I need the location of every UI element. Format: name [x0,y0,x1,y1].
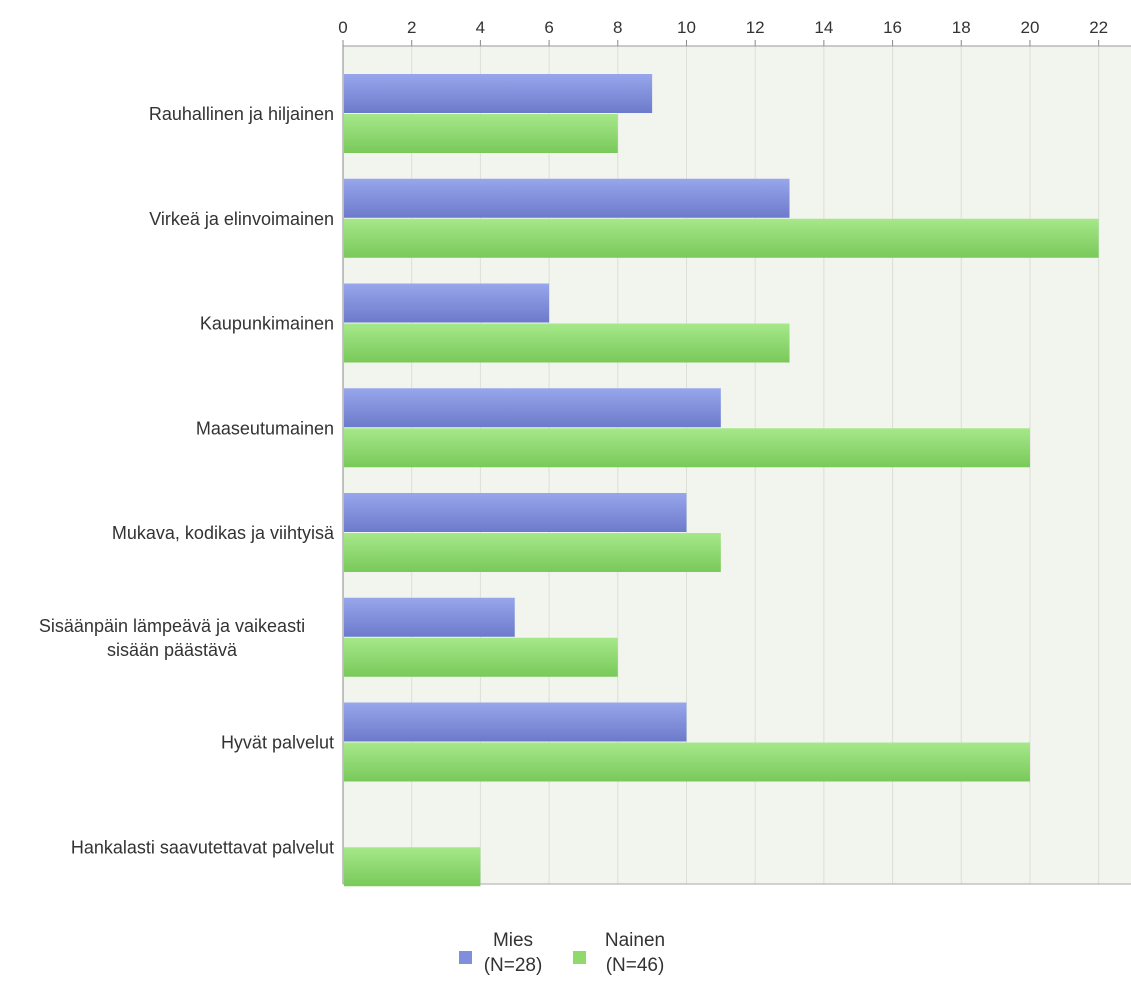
bar-mies [344,702,687,742]
legend-swatch-mies [459,951,472,964]
category-label: Kaupunkimainen [200,314,334,334]
bar-mies [344,178,790,218]
bar-mies [344,74,653,113]
category-label: Virkeä ja elinvoimainen [149,209,334,229]
bar-nainen [344,847,481,887]
bar-mies [344,597,515,637]
category-label: Rauhallinen ja hiljainen [149,104,334,124]
category-label: sisään päästävä [107,640,238,660]
legend: Mies (N=28) Nainen (N=46) [0,928,1131,978]
category-label: Mukava, kodikas ja viihtyisä [112,523,335,543]
category-label: Hyvät palvelut [221,733,334,753]
bar-nainen [344,428,1030,468]
bar-nainen [344,533,721,572]
bar-nainen [344,323,790,363]
x-tick-label: 14 [814,18,833,37]
x-tick-label: 4 [476,18,485,37]
x-tick-label: 2 [407,18,416,37]
category-label: Sisäänpäin lämpeävä ja vaikeasti [39,616,305,636]
legend-item-nainen: Nainen (N=46) [590,928,680,978]
x-tick-label: 0 [338,18,347,37]
legend-item-mies: Mies (N=28) [478,928,548,978]
bar-nainen [344,218,1099,258]
x-tick-label: 20 [1020,18,1039,37]
x-tick-label: 22 [1089,18,1108,37]
x-tick-label: 18 [952,18,971,37]
bar-nainen [344,637,618,677]
x-tick-label: 12 [746,18,765,37]
legend-label-nainen: Nainen [604,930,666,951]
x-tick-label: 10 [677,18,696,37]
bar-nainen [344,742,1030,782]
bar-nainen [344,114,618,153]
category-label: Maaseutumainen [196,418,334,438]
legend-swatch-nainen [573,951,586,964]
category-label: Hankalasti saavutettavat palvelut [71,837,334,857]
x-tick-label: 6 [544,18,553,37]
chart-svg: 0 2 4 6 8 10 12 14 16 18 20 22 Rauhallinen ja hiljai… [39,18,1131,887]
legend-label-mies: Mies [492,930,534,951]
bar-mies [344,493,687,532]
legend-count-nainen: (N=46) [605,955,665,976]
legend-count-mies: (N=28) [483,955,543,976]
bar-mies [344,283,550,323]
x-tick-label: 8 [613,18,622,37]
x-tick-label: 16 [883,18,902,37]
bar-mies [344,388,721,428]
